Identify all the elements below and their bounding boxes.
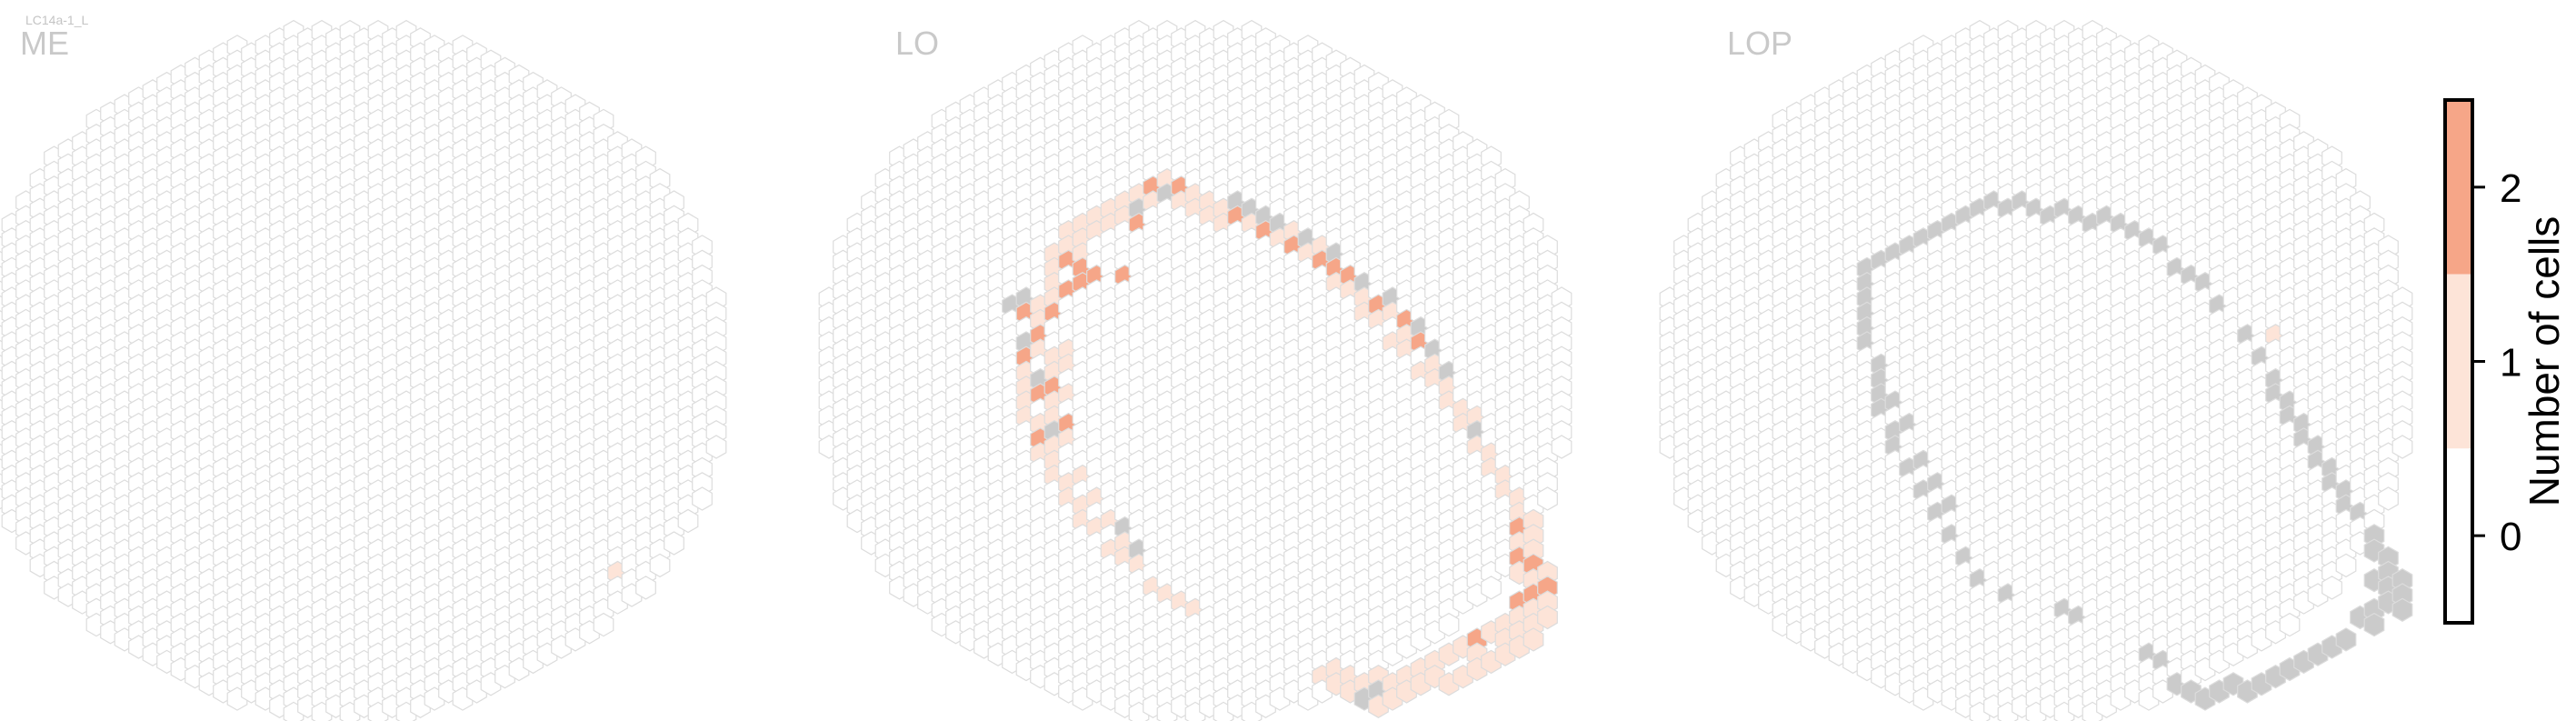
hex-cell	[1481, 576, 1502, 600]
hex-cell	[677, 508, 699, 534]
hex-grid-lo	[818, 19, 1573, 721]
hex-cell	[1537, 486, 1558, 511]
hex-grid-me	[0, 19, 727, 721]
hex-cell	[1523, 627, 1544, 652]
panel-lop: LOP	[1659, 19, 2413, 721]
hex-cell	[705, 435, 727, 459]
panel-lo: LO	[818, 19, 1573, 721]
panel-title-lop: LOP	[1727, 25, 1792, 62]
panel-title-me: ME	[20, 25, 69, 62]
hex-cell	[649, 553, 671, 578]
panel-me: ME	[0, 19, 727, 721]
hex-cell	[635, 576, 656, 600]
hex-cell	[692, 486, 713, 511]
hex-cell	[1551, 435, 1573, 459]
hex-cell	[593, 612, 614, 637]
figure-tag: LC14a-1_L	[25, 13, 88, 27]
hex-cell	[1438, 612, 1460, 637]
hex-cell	[664, 531, 684, 556]
hex-cell	[1537, 605, 1558, 630]
panel-title-lo: LO	[895, 25, 939, 62]
hex-grid-lop	[1659, 19, 2413, 721]
